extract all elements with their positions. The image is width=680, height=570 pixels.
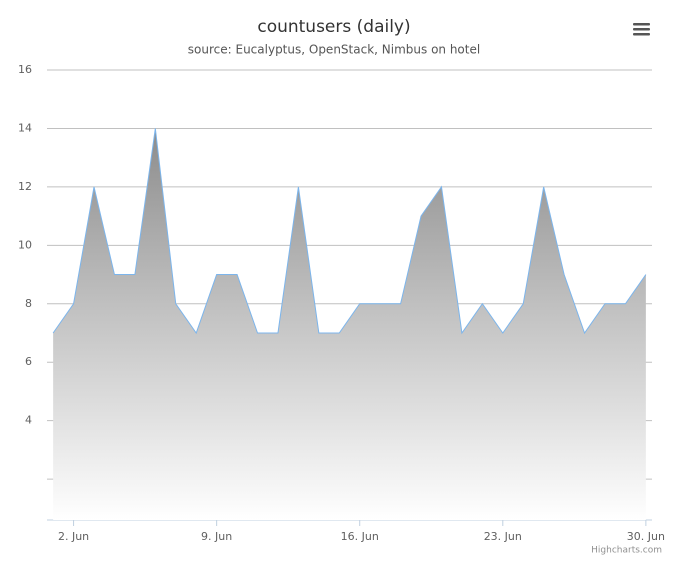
y-tick-label: 8	[25, 297, 32, 310]
x-tick-label: 16. Jun	[341, 530, 379, 543]
credits[interactable]: Highcharts.com	[591, 546, 662, 556]
area-fill	[53, 128, 646, 520]
area-line	[52, 128, 647, 335]
y-tick-label: 12	[18, 180, 32, 193]
menu-button[interactable]	[633, 23, 650, 36]
y-tick-label: 4	[25, 414, 32, 427]
x-tick-label: 9. Jun	[201, 530, 232, 543]
x-tick-label: 30. Jun	[627, 530, 665, 543]
y-tick-label: 16	[18, 63, 32, 76]
y-tick-label: 6	[25, 355, 32, 368]
chart-subtitle: source: Eucalyptus, OpenStack, Nimbus on…	[188, 43, 480, 57]
x-tick-label: 2. Jun	[58, 530, 89, 543]
y-tick-label: 14	[18, 121, 32, 134]
chart-title: countusers (daily)	[257, 17, 410, 37]
x-tick-label: 23. Jun	[484, 530, 522, 543]
y-tick-label: 10	[18, 238, 32, 251]
